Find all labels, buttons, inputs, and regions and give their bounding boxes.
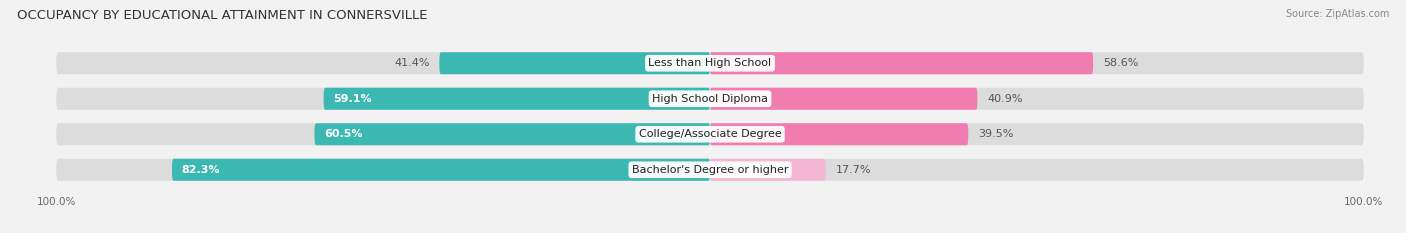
Text: 59.1%: 59.1% <box>333 94 373 104</box>
FancyBboxPatch shape <box>710 123 969 145</box>
Text: High School Diploma: High School Diploma <box>652 94 768 104</box>
Text: 58.6%: 58.6% <box>1102 58 1139 68</box>
FancyBboxPatch shape <box>172 159 710 181</box>
Text: 60.5%: 60.5% <box>325 129 363 139</box>
FancyBboxPatch shape <box>56 159 1364 181</box>
Text: 41.4%: 41.4% <box>394 58 430 68</box>
FancyBboxPatch shape <box>323 88 710 110</box>
Text: 17.7%: 17.7% <box>835 165 872 175</box>
Text: Source: ZipAtlas.com: Source: ZipAtlas.com <box>1285 9 1389 19</box>
FancyBboxPatch shape <box>710 159 825 181</box>
FancyBboxPatch shape <box>56 88 1364 110</box>
Text: Bachelor's Degree or higher: Bachelor's Degree or higher <box>631 165 789 175</box>
Text: 40.9%: 40.9% <box>987 94 1022 104</box>
FancyBboxPatch shape <box>439 52 710 74</box>
FancyBboxPatch shape <box>710 88 977 110</box>
Text: OCCUPANCY BY EDUCATIONAL ATTAINMENT IN CONNERSVILLE: OCCUPANCY BY EDUCATIONAL ATTAINMENT IN C… <box>17 9 427 22</box>
FancyBboxPatch shape <box>710 52 1092 74</box>
FancyBboxPatch shape <box>56 123 1364 145</box>
Text: Less than High School: Less than High School <box>648 58 772 68</box>
Text: 39.5%: 39.5% <box>979 129 1014 139</box>
Text: College/Associate Degree: College/Associate Degree <box>638 129 782 139</box>
FancyBboxPatch shape <box>315 123 710 145</box>
FancyBboxPatch shape <box>56 52 1364 74</box>
Text: 82.3%: 82.3% <box>181 165 221 175</box>
